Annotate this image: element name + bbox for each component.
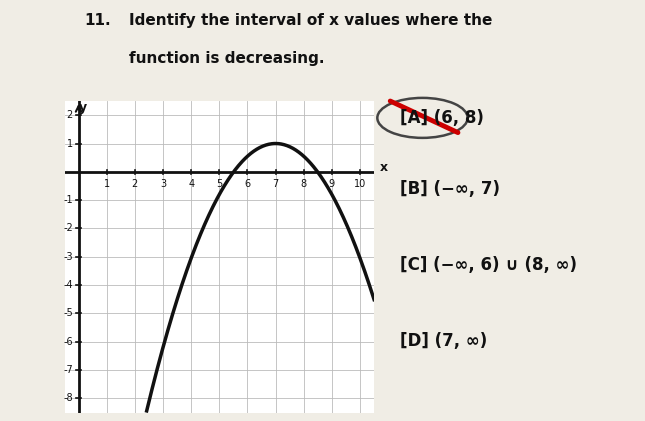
Text: 1: 1 (67, 139, 73, 149)
Text: [C] (−∞, 6) ∪ (8, ∞): [C] (−∞, 6) ∪ (8, ∞) (400, 256, 577, 274)
Text: 6: 6 (244, 179, 250, 189)
Text: 4: 4 (188, 179, 194, 189)
Text: [B] (−∞, 7): [B] (−∞, 7) (400, 181, 500, 198)
Text: Identify the interval of x values where the: Identify the interval of x values where … (129, 13, 492, 28)
Text: 1: 1 (104, 179, 110, 189)
Text: 3: 3 (160, 179, 166, 189)
Text: -3: -3 (63, 252, 73, 262)
Text: -5: -5 (63, 309, 73, 318)
Text: -2: -2 (63, 224, 73, 234)
Text: -8: -8 (63, 393, 73, 403)
Text: -1: -1 (63, 195, 73, 205)
Text: -4: -4 (63, 280, 73, 290)
Text: y: y (79, 101, 87, 114)
Text: [A] (6, 8): [A] (6, 8) (400, 109, 484, 127)
Text: 8: 8 (301, 179, 307, 189)
Text: 7: 7 (272, 179, 279, 189)
Text: function is decreasing.: function is decreasing. (129, 51, 324, 66)
Text: 10: 10 (354, 179, 366, 189)
Text: 2: 2 (132, 179, 138, 189)
Text: 2: 2 (66, 110, 73, 120)
Text: -7: -7 (63, 365, 73, 375)
Text: 9: 9 (329, 179, 335, 189)
Text: -6: -6 (63, 337, 73, 347)
Text: x: x (380, 161, 388, 174)
Text: 11.: 11. (84, 13, 110, 28)
Text: [D] (7, ∞): [D] (7, ∞) (400, 332, 487, 350)
Text: 5: 5 (216, 179, 223, 189)
